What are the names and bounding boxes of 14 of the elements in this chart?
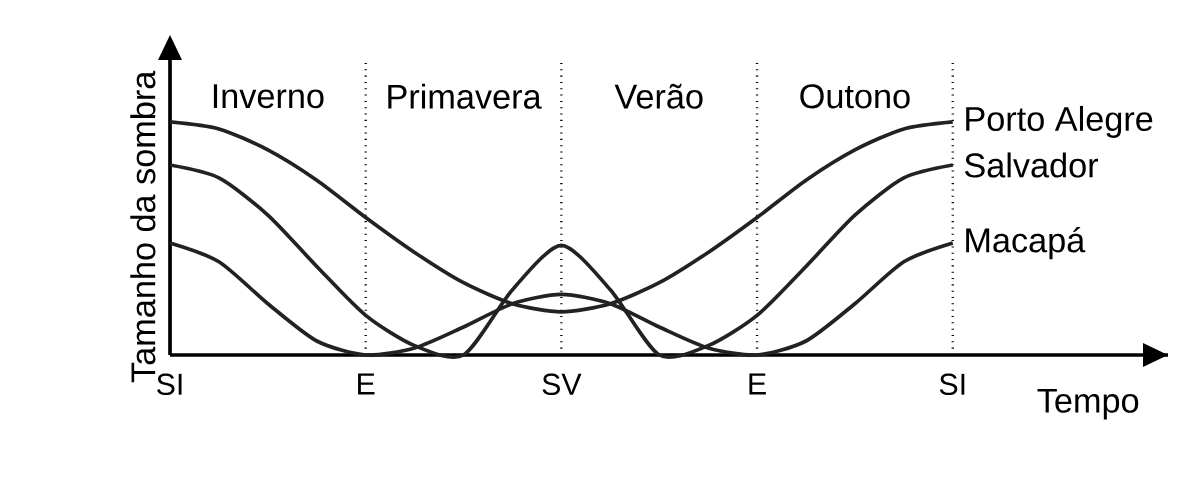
text: Verão — [614, 83, 703, 109]
text: Outono — [800, 84, 910, 109]
series-label: Macapá — [966, 226, 1086, 260]
x-tick-label: SI — [939, 373, 965, 395]
x-axis-title: Tempo — [1037, 388, 1139, 420]
series-label: Porto Alegre — [966, 105, 1153, 138]
series-label: Salvador — [964, 152, 1099, 178]
x-tick-label: SI — [157, 373, 182, 395]
x-tick-label: SV — [542, 373, 582, 395]
x-tick-label: E — [358, 373, 375, 395]
x-tick-label: E — [749, 373, 766, 395]
text: Inverno — [213, 84, 324, 109]
text: Primavera — [388, 83, 542, 109]
y-axis-title: Tamanho da sombra — [130, 70, 156, 383]
